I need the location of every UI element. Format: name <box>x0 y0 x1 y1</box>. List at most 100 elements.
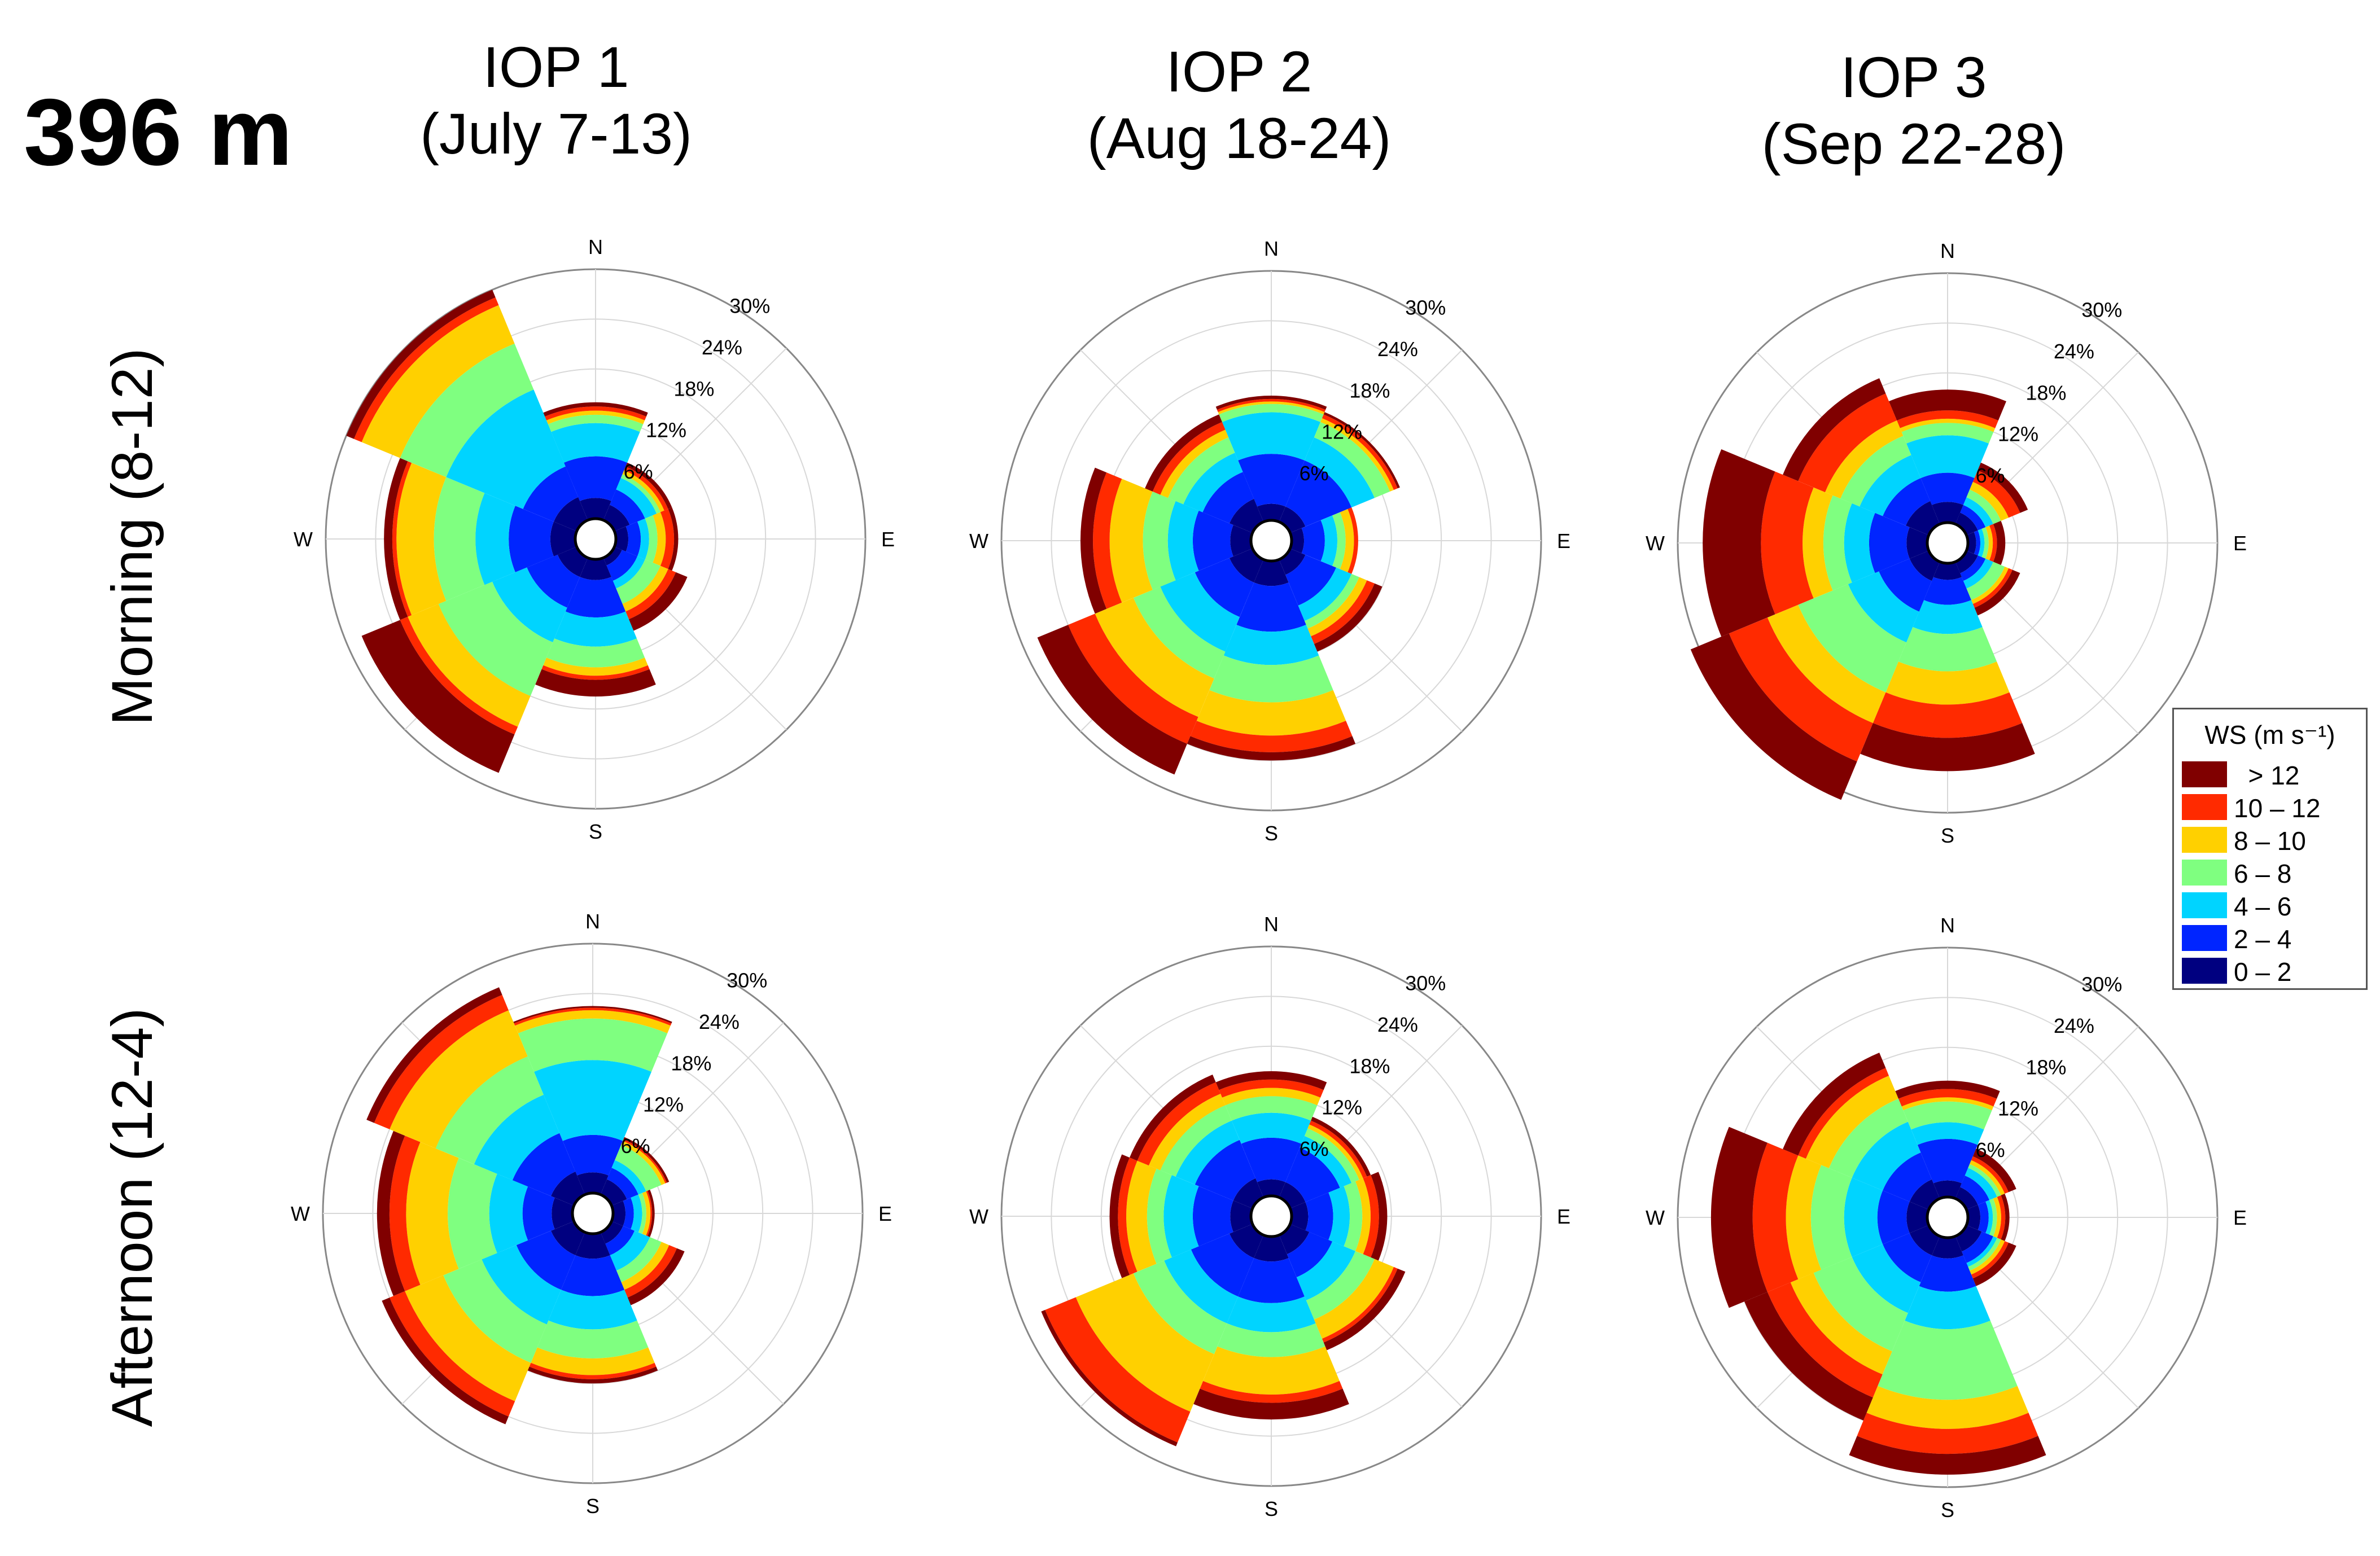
wind-sector <box>1966 1236 1997 1267</box>
wind-sector <box>1866 1386 2029 1429</box>
wind-sector <box>1883 1233 1932 1282</box>
radial-tick-label: 12% <box>1998 1097 2038 1120</box>
compass-label: E <box>881 528 895 551</box>
wind-sector <box>563 456 628 501</box>
wind-sector <box>614 526 629 552</box>
wind-sector <box>1798 393 1897 493</box>
wind-sector <box>482 1245 561 1325</box>
radial-tick-label: 30% <box>729 295 770 318</box>
legend-swatch <box>2182 794 2227 820</box>
wind-sector <box>1219 1079 1324 1098</box>
wind-sector <box>1903 1101 1992 1130</box>
wind-sector <box>622 470 664 512</box>
wind-sector <box>1332 512 1346 569</box>
wind-sector <box>1309 1120 1367 1178</box>
wind-sector <box>600 1179 627 1206</box>
wind-sector <box>1348 507 1358 574</box>
wind-sector <box>648 1190 655 1237</box>
wind-sector <box>610 489 645 525</box>
radial-tick-label: 30% <box>2081 973 2122 996</box>
wind-sector <box>374 994 509 1129</box>
wind-sector <box>1823 495 1852 591</box>
wind-sector <box>1972 470 2020 518</box>
legend-swatch <box>2182 860 2227 886</box>
wind-sector <box>625 462 672 509</box>
wind-sector <box>1966 1204 1981 1230</box>
wind-sector <box>1137 1082 1221 1166</box>
wind-sector <box>1229 1224 1264 1259</box>
radial-tick-label: 6% <box>624 460 653 483</box>
wind-sector <box>390 1291 515 1417</box>
legend-swatch <box>2182 761 2227 787</box>
radial-tick-label: 18% <box>1349 1054 1390 1077</box>
wind-sector <box>625 521 641 556</box>
wind-sector <box>548 414 644 432</box>
radial-tick-label: 24% <box>2054 340 2094 363</box>
wind-sector <box>637 518 649 560</box>
wind-sector <box>1885 661 2010 705</box>
wind-sector <box>1143 491 1176 590</box>
wind-sector <box>1147 1168 1172 1264</box>
wind-sector <box>435 1056 544 1164</box>
wind-sector <box>1187 736 1356 761</box>
wind-sector <box>1813 1257 1908 1352</box>
radial-tick-label: 18% <box>2025 381 2066 404</box>
wind-sector <box>616 477 657 519</box>
wind-sector <box>550 521 577 556</box>
wind-sector <box>1215 396 1327 410</box>
compass-label: S <box>586 1494 600 1518</box>
wind-sector <box>1340 509 1354 573</box>
radial-tick-label: 24% <box>1377 1013 1418 1036</box>
wind-sector <box>1852 1121 1921 1191</box>
wind-sector <box>543 658 648 676</box>
compass-label: W <box>969 529 988 553</box>
wind-sector <box>438 581 553 696</box>
wind-sector <box>1905 501 1940 536</box>
legend-swatch <box>2182 827 2227 853</box>
wind-sector <box>1810 1165 1852 1270</box>
compass-label: S <box>589 820 602 843</box>
wind-sector <box>1786 1155 1822 1279</box>
wind-sector <box>1857 1413 2038 1454</box>
wind-sector <box>1305 1193 1333 1240</box>
center-hole <box>1249 1194 1293 1238</box>
legend-label: 4 – 6 <box>2234 892 2292 921</box>
wind-sector <box>1307 577 1367 637</box>
wind-sector <box>607 1168 638 1199</box>
wind-sector <box>361 620 515 773</box>
radial-tick-label: 12% <box>643 1093 684 1116</box>
radial-tick-label: 24% <box>702 336 742 359</box>
wind-sector <box>1761 471 1814 615</box>
wind-sector <box>535 669 656 697</box>
wind-sector <box>1145 414 1222 492</box>
wind-sector <box>1798 584 1906 692</box>
wind-sector <box>1877 1190 1910 1244</box>
wind-sector <box>1898 627 1997 672</box>
radial-tick-label: 6% <box>1976 464 2005 487</box>
wind-sector <box>1971 567 2009 604</box>
wind-sector <box>537 1320 649 1358</box>
compass-label: E <box>878 1202 892 1225</box>
wind-sector <box>624 1245 677 1298</box>
wind-rose-panel: 6% 12% 18% 24% 30% N E S W <box>1646 239 2247 847</box>
wind-sector <box>1798 1068 1889 1159</box>
wind-sector <box>550 1171 585 1206</box>
wind-sector <box>1167 501 1199 581</box>
wind-sector <box>1960 1175 1990 1205</box>
wind-sector <box>382 1298 509 1424</box>
wind-sector <box>653 512 666 566</box>
wind-sector <box>1344 1181 1363 1251</box>
legend-swatch <box>2182 958 2227 984</box>
wind-sector <box>1767 604 1886 724</box>
wind-sector <box>1045 1297 1191 1443</box>
wind-sector <box>1190 721 1353 752</box>
wind-sector <box>611 1160 646 1195</box>
wind-sector <box>1196 690 1346 736</box>
wind-sector <box>1968 1238 2001 1271</box>
wind-sector <box>1231 1112 1311 1144</box>
column-title-iop1-period: (July 7-13) <box>420 102 692 166</box>
wind-sector <box>1287 1231 1333 1278</box>
wind-sector <box>1883 478 1931 526</box>
wind-sector <box>1192 510 1233 571</box>
wind-sector <box>1311 1116 1371 1177</box>
